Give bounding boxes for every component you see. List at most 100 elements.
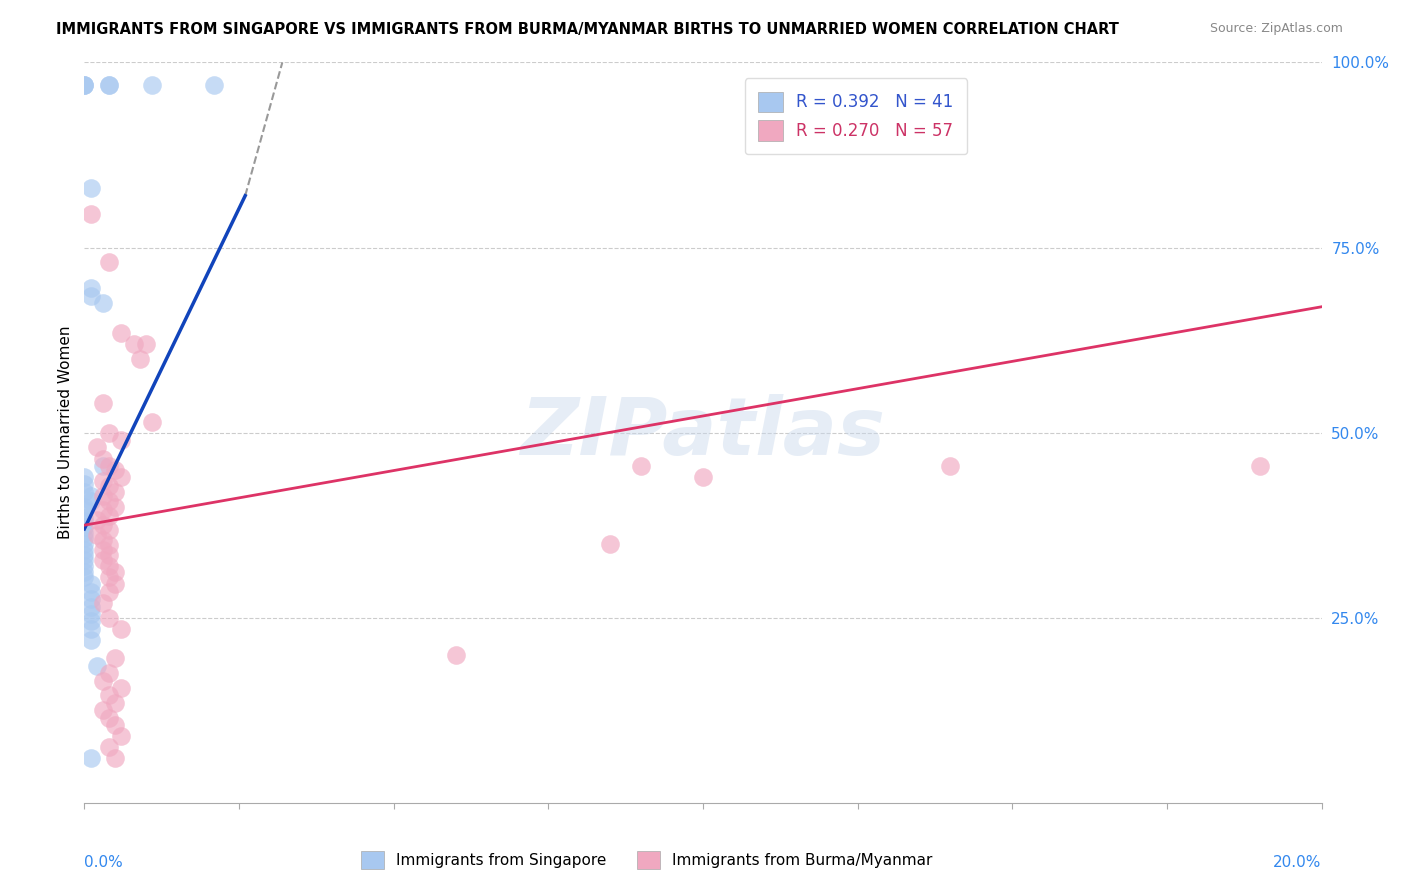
Legend: R = 0.392   N = 41, R = 0.270   N = 57: R = 0.392 N = 41, R = 0.270 N = 57 (745, 78, 967, 153)
Point (79, 615, 101, 629)
Point (98, 548, 121, 562)
Legend: Immigrants from Singapore, Immigrants from Burma/Myanmar: Immigrants from Singapore, Immigrants fr… (354, 845, 939, 875)
Y-axis label: Births to Unmarried Women: Births to Unmarried Women (58, 326, 73, 540)
Point (86, 513, 108, 527)
Point (104, 751, 127, 765)
Point (86, 658, 108, 673)
Point (73, 78, 96, 92)
Text: 0.0%: 0.0% (84, 855, 124, 870)
Point (79, 181, 101, 195)
Point (73, 525, 96, 540)
Point (73, 500, 96, 514)
Point (110, 470, 132, 484)
Point (98, 479, 121, 493)
Point (91, 474, 114, 488)
Point (73, 565, 96, 579)
Point (79, 632, 101, 647)
Point (73, 520, 96, 534)
Point (104, 500, 127, 514)
Point (98, 666, 121, 681)
Point (73, 484, 96, 499)
Point (91, 451, 114, 466)
Point (79, 288, 101, 302)
Point (98, 711, 121, 725)
Point (98, 538, 121, 552)
Point (104, 462, 127, 476)
Point (692, 470, 714, 484)
Point (73, 503, 96, 517)
Point (79, 751, 101, 765)
Point (110, 326, 132, 340)
Point (73, 542, 96, 557)
Point (79, 207, 101, 221)
Point (98, 255, 121, 269)
Point (141, 78, 163, 92)
Point (91, 296, 114, 310)
Point (91, 518, 114, 533)
Point (79, 577, 101, 591)
Point (98, 425, 121, 440)
Point (110, 681, 132, 695)
Point (79, 599, 101, 614)
Point (73, 78, 96, 92)
Point (73, 515, 96, 529)
Point (444, 648, 467, 662)
Point (91, 553, 114, 567)
Point (98, 610, 121, 624)
Point (73, 558, 96, 573)
Point (91, 533, 114, 547)
Point (73, 532, 96, 546)
Point (630, 458, 652, 473)
Point (104, 718, 127, 732)
Point (73, 510, 96, 524)
Point (79, 493, 101, 508)
Point (98, 493, 121, 508)
Point (79, 489, 101, 503)
Text: IMMIGRANTS FROM SINGAPORE VS IMMIGRANTS FROM BURMA/MYANMAR BIRTHS TO UNMARRIED W: IMMIGRANTS FROM SINGAPORE VS IMMIGRANTS … (56, 22, 1119, 37)
Point (98, 78, 121, 92)
Point (104, 577, 127, 591)
Point (129, 351, 152, 366)
Point (73, 78, 96, 92)
Text: ZIPatlas: ZIPatlas (520, 393, 886, 472)
Point (104, 651, 127, 665)
Point (110, 622, 132, 636)
Point (98, 689, 121, 703)
Point (98, 558, 121, 573)
Point (599, 536, 621, 550)
Point (73, 536, 96, 550)
Point (73, 570, 96, 584)
Point (91, 673, 114, 688)
Point (79, 584, 101, 599)
Point (98, 458, 121, 473)
Point (110, 729, 132, 743)
Point (79, 592, 101, 607)
Point (73, 470, 96, 484)
Point (79, 607, 101, 621)
Point (91, 458, 114, 473)
Point (73, 548, 96, 562)
Point (98, 524, 121, 538)
Point (91, 503, 114, 517)
Point (104, 484, 127, 499)
Point (141, 415, 163, 429)
Point (1249, 458, 1271, 473)
Point (86, 441, 108, 455)
Point (98, 78, 121, 92)
Point (79, 622, 101, 636)
Text: 20.0%: 20.0% (1274, 855, 1322, 870)
Point (91, 396, 114, 410)
Point (98, 570, 121, 584)
Point (98, 740, 121, 755)
Point (939, 458, 962, 473)
Point (91, 489, 114, 503)
Point (91, 542, 114, 557)
Point (104, 696, 127, 710)
Point (98, 584, 121, 599)
Point (98, 508, 121, 523)
Text: Source: ZipAtlas.com: Source: ZipAtlas.com (1209, 22, 1343, 36)
Point (73, 477, 96, 491)
Point (110, 433, 132, 447)
Point (91, 596, 114, 610)
Point (135, 336, 157, 351)
